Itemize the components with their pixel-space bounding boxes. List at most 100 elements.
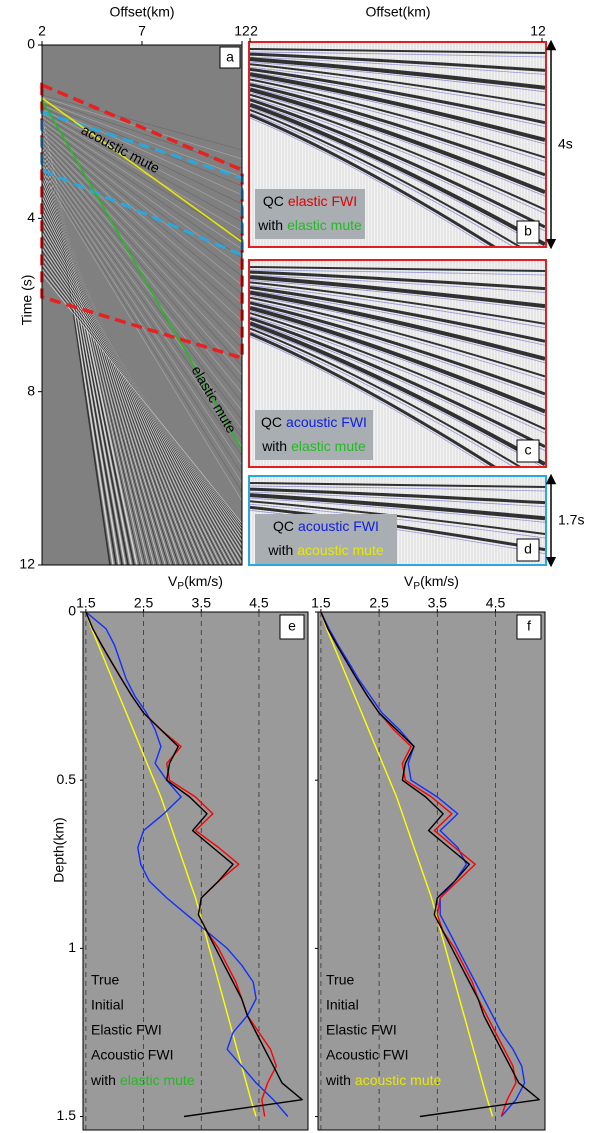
texture [250, 331, 513, 466]
texture [42, 232, 242, 558]
texture [250, 321, 545, 466]
texture [42, 211, 231, 565]
texture [250, 325, 542, 466]
texture [250, 92, 545, 197]
texture [42, 132, 242, 322]
texture [42, 217, 235, 565]
texture [250, 57, 545, 90]
texture [42, 191, 212, 565]
caption-part: QC [273, 518, 294, 534]
x-tick-label: 2 [250, 23, 258, 39]
texture [250, 108, 521, 246]
texture [250, 316, 545, 449]
panel-tag: d [524, 541, 532, 557]
texture [250, 269, 545, 276]
series-line [320, 611, 494, 1117]
texture [250, 275, 545, 309]
texture [42, 196, 217, 565]
caption-part: acoustic FWI [286, 414, 367, 430]
texture [42, 154, 242, 421]
texture [250, 87, 545, 195]
x-tick-label: 12 [234, 23, 250, 39]
x-axis-label: Offset(km) [109, 4, 174, 20]
texture [42, 162, 242, 457]
acoustic-mute-window [40, 109, 244, 258]
texture [250, 305, 545, 399]
texture [250, 290, 545, 361]
caption-part: with [257, 217, 283, 233]
texture [42, 224, 242, 565]
texture [250, 93, 545, 211]
caption-line: with acoustic mute [267, 542, 383, 558]
caption-box [255, 410, 373, 460]
legend-note: with elastic mute [90, 1072, 195, 1088]
texture [250, 71, 545, 127]
texture [42, 152, 242, 412]
texture [42, 130, 242, 313]
texture [250, 286, 545, 343]
texture [42, 201, 222, 565]
tag-box [516, 220, 540, 244]
texture [250, 102, 545, 246]
texture [42, 160, 242, 448]
y-tick-label: 4 [27, 209, 35, 225]
texture [250, 279, 545, 311]
caption-line: QC acoustic FWI [261, 414, 367, 430]
y-axis-label: Time (s) [19, 275, 35, 326]
series-line [320, 611, 526, 1117]
texture [42, 142, 242, 367]
texture [250, 284, 545, 329]
y-tick-label: 8 [27, 382, 35, 398]
texture [42, 112, 242, 232]
texture [250, 56, 545, 75]
caption-part: acoustic FWI [298, 518, 379, 534]
title-main: V [404, 573, 414, 589]
panel-tag: a [226, 49, 234, 65]
tag-box [516, 538, 540, 562]
texture [250, 98, 545, 229]
texture [42, 209, 229, 565]
texture [250, 83, 545, 177]
texture [42, 237, 242, 552]
texture [42, 116, 242, 250]
texture [42, 126, 242, 295]
texture [42, 219, 237, 565]
texture [250, 274, 545, 293]
texture [250, 487, 545, 505]
caption-line: QC elastic FWI [263, 193, 357, 209]
texture [250, 72, 545, 142]
caption-box [255, 514, 397, 564]
x-tick-label: 2 [38, 23, 46, 39]
texture [42, 193, 215, 565]
title-sub: P [413, 581, 420, 592]
y-tick-label: 0 [68, 603, 76, 619]
texture [250, 66, 545, 110]
texture [250, 306, 545, 414]
x-tick-label: 1.5 [311, 595, 331, 611]
texture [42, 118, 242, 259]
y-tick-label: 0.5 [57, 771, 77, 787]
texture [250, 497, 545, 523]
y-tick-label: 1.5 [57, 1107, 77, 1123]
texture [250, 493, 545, 521]
legend-note: with acoustic mute [325, 1072, 441, 1088]
texture [250, 87, 545, 180]
note-part: elastic mute [120, 1072, 195, 1088]
note-part: with [90, 1072, 116, 1088]
texture [42, 138, 242, 349]
x-tick-label: 1.5 [76, 595, 96, 611]
texture [42, 172, 195, 565]
acoustic-mute-line [41, 97, 243, 243]
x-tick-label: 7 [138, 23, 146, 39]
caption-part: acoustic mute [297, 542, 384, 558]
title-unit: (km/s) [420, 573, 459, 589]
legend-entry: Acoustic FWI [326, 1047, 408, 1063]
texture [250, 63, 545, 107]
caption-part: QC [263, 193, 284, 209]
texture [42, 156, 242, 430]
caption-part: with [267, 542, 293, 558]
texture [42, 134, 242, 331]
texture [250, 301, 545, 396]
y-axis-label: Depth(km) [51, 817, 67, 882]
